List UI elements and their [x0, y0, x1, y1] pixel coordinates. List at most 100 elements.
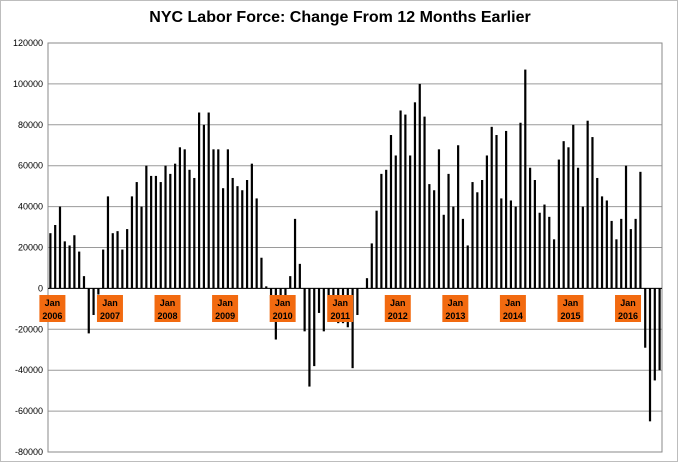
bar — [447, 173, 450, 289]
y-tick-label: -40000 — [15, 365, 43, 375]
bar — [150, 175, 153, 289]
bar — [548, 216, 551, 289]
bar — [135, 182, 138, 289]
bar — [317, 288, 321, 313]
x-tick-year: 2009 — [215, 311, 235, 321]
bar — [524, 69, 527, 289]
bar — [581, 206, 584, 289]
bar — [610, 220, 613, 289]
bar — [236, 186, 239, 289]
bar — [255, 198, 258, 289]
gridlines — [48, 42, 662, 453]
bar — [92, 288, 95, 315]
x-tick-year: 2015 — [560, 311, 580, 321]
bar — [648, 288, 652, 422]
x-tick-month: Jan — [217, 298, 233, 308]
bar — [111, 233, 114, 289]
bar — [313, 288, 316, 367]
bar — [533, 180, 536, 289]
bar — [130, 196, 134, 289]
bar — [481, 180, 484, 289]
bar — [538, 212, 541, 289]
bar — [452, 206, 455, 289]
bar — [198, 112, 201, 289]
x-tick-month: Jan — [45, 298, 61, 308]
bar — [557, 159, 560, 289]
y-tick-label: 120000 — [13, 38, 43, 48]
y-tick-label: 0 — [38, 283, 43, 293]
x-tick-label-box — [212, 295, 239, 322]
x-tick-label-2014: Jan 2014 — [499, 295, 526, 322]
bar — [188, 169, 191, 289]
y-tick-label: 100000 — [13, 79, 43, 89]
x-tick-year: 2006 — [42, 311, 62, 321]
chart-title: NYC Labor Force: Change From 12 Months E… — [149, 9, 531, 26]
bar — [308, 288, 311, 387]
x-tick-label-box — [327, 295, 354, 322]
bar — [495, 135, 498, 289]
plot-border — [47, 42, 663, 453]
bar — [169, 173, 172, 289]
bar — [217, 149, 220, 289]
bar — [500, 198, 503, 289]
bar — [399, 110, 402, 289]
bar — [145, 165, 148, 289]
x-tick-month: Jan — [160, 298, 176, 308]
bar — [509, 200, 512, 289]
bar — [68, 245, 71, 289]
bar — [140, 206, 143, 289]
bar — [370, 243, 373, 289]
bar — [126, 229, 129, 289]
bar — [351, 288, 354, 369]
y-axis-labels: 120000 100000 80000 60000 40000 20000 0 -20000 -… — [13, 38, 43, 457]
bar — [58, 206, 62, 289]
x-tick-year: 2016 — [618, 311, 638, 321]
bar — [221, 188, 225, 289]
x-tick-year: 2014 — [503, 311, 523, 321]
bar — [644, 288, 647, 348]
bar — [629, 229, 632, 289]
bar — [471, 182, 474, 289]
bar — [226, 149, 229, 289]
bar — [653, 288, 656, 381]
bar — [624, 165, 628, 289]
bar — [596, 177, 599, 289]
x-tick-label-2012: Jan 2012 — [384, 295, 411, 322]
bar — [485, 155, 489, 289]
x-tick-month: Jan — [505, 298, 521, 308]
bar — [380, 173, 383, 289]
bar — [245, 180, 249, 289]
y-tick-label: -80000 — [15, 447, 43, 457]
bar — [365, 278, 369, 289]
bar — [322, 288, 325, 332]
y-tick-label: -20000 — [15, 324, 43, 334]
bar — [82, 276, 86, 289]
bar — [293, 218, 297, 289]
bar — [241, 190, 244, 289]
x-tick-year: 2011 — [330, 311, 350, 321]
x-tick-label-box — [615, 295, 642, 322]
bar — [73, 235, 76, 289]
bar — [207, 112, 210, 289]
bar — [389, 135, 393, 289]
x-tick-year: 2010 — [273, 311, 293, 321]
bar — [658, 288, 661, 371]
x-tick-label-box — [154, 295, 181, 322]
bar — [279, 288, 282, 299]
bar — [394, 155, 397, 289]
x-tick-label-box — [39, 295, 66, 322]
bar — [591, 137, 594, 289]
bar — [620, 218, 623, 289]
bar — [404, 114, 407, 289]
x-tick-month: Jan — [448, 298, 464, 308]
x-tick-month: Jan — [102, 298, 118, 308]
x-tick-label-2016: Jan 2016 — [615, 295, 642, 322]
bar — [54, 225, 57, 289]
bar — [543, 204, 546, 289]
bar — [519, 122, 522, 289]
x-tick-label-2015: Jan 2015 — [557, 295, 584, 322]
bar — [102, 249, 105, 289]
bar — [265, 286, 268, 289]
bar — [433, 190, 436, 289]
